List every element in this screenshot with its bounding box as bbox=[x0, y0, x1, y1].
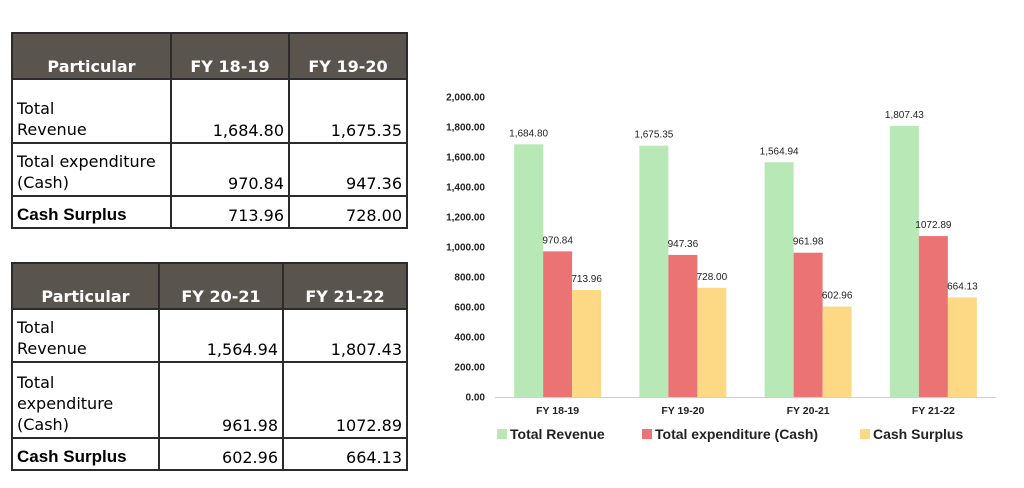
y-tick-label: 0.00 bbox=[466, 393, 486, 404]
data-label: 713.96 bbox=[571, 274, 602, 285]
legend-swatch bbox=[860, 429, 870, 439]
table-row: Cash Surplus 713.96 728.00 bbox=[11, 195, 408, 229]
data-label: 961.98 bbox=[793, 237, 824, 248]
row-label: Cash Surplus bbox=[11, 437, 160, 471]
x-tick-label: FY 20-21 bbox=[787, 405, 830, 417]
cell-value: 602.96 bbox=[158, 437, 284, 471]
cell-value: 664.13 bbox=[282, 437, 408, 471]
bar bbox=[697, 287, 727, 397]
header-particular: Particular bbox=[11, 262, 160, 310]
data-label: 1,564.94 bbox=[760, 146, 799, 157]
bar bbox=[668, 254, 698, 397]
bar bbox=[889, 125, 919, 397]
cell-value: 728.00 bbox=[288, 195, 408, 229]
row-label: Cash Surplus bbox=[11, 195, 172, 229]
legend-label: Total expenditure (Cash) bbox=[655, 426, 818, 442]
header-fy-19-20: FY 19-20 bbox=[288, 32, 408, 80]
row-label: Total Revenue bbox=[11, 78, 172, 144]
cell-value: 1,684.80 bbox=[170, 78, 290, 144]
data-label: 1072.89 bbox=[915, 220, 952, 231]
header-fy-21-22: FY 21-22 bbox=[282, 262, 408, 310]
cell-value: 1072.89 bbox=[282, 361, 408, 439]
y-tick-label: 1,600.00 bbox=[446, 153, 485, 164]
data-label: 1,807.43 bbox=[885, 110, 924, 121]
data-label: 602.96 bbox=[822, 291, 853, 302]
table-row: Total Revenue 1,684.80 1,675.35 bbox=[11, 78, 408, 144]
y-tick-label: 1,000.00 bbox=[446, 243, 485, 254]
row-label: Total expenditure (Cash) bbox=[11, 361, 160, 439]
data-label: 1,684.80 bbox=[509, 128, 548, 139]
table-row: Total Revenue 1,564.94 1,807.43 bbox=[11, 308, 408, 363]
cell-value: 1,564.94 bbox=[158, 308, 284, 363]
cell-value: 947.36 bbox=[288, 142, 408, 197]
cell-value: 970.84 bbox=[170, 142, 290, 197]
financial-table-1: Particular FY 18-19 FY 19-20 Total Reven… bbox=[11, 32, 408, 229]
legend-swatch bbox=[642, 429, 652, 439]
bar bbox=[822, 306, 852, 397]
x-tick-label: FY 18-19 bbox=[536, 405, 579, 417]
y-tick-label: 2,000.00 bbox=[446, 93, 485, 104]
table-row: Total expenditure (Cash) 970.84 947.36 bbox=[11, 142, 408, 197]
cell-value: 713.96 bbox=[170, 195, 290, 229]
bar bbox=[572, 289, 602, 397]
row-label: Total expenditure (Cash) bbox=[11, 142, 172, 197]
legend-label: Total Revenue bbox=[510, 426, 605, 442]
bar bbox=[514, 144, 544, 397]
y-tick-label: 400.00 bbox=[454, 333, 485, 344]
data-label: 970.84 bbox=[542, 235, 573, 246]
data-label: 728.00 bbox=[697, 272, 728, 283]
data-label: 1,675.35 bbox=[634, 130, 673, 141]
table-row: Cash Surplus 602.96 664.13 bbox=[11, 437, 408, 471]
legend-label: Cash Surplus bbox=[873, 426, 963, 442]
bar bbox=[918, 236, 948, 397]
header-fy-18-19: FY 18-19 bbox=[170, 32, 290, 80]
cell-value: 961.98 bbox=[158, 361, 284, 439]
y-tick-label: 800.00 bbox=[454, 273, 485, 284]
bar bbox=[947, 297, 977, 397]
financial-table-2: Particular FY 20-21 FY 21-22 Total Reven… bbox=[11, 262, 408, 471]
bar-chart: 0.00 200.00 400.00 600.00 800.00 1,000.00 1,20… bbox=[446, 93, 996, 442]
y-tick-label: 1,400.00 bbox=[446, 183, 485, 194]
bar bbox=[764, 162, 794, 397]
bar bbox=[543, 251, 573, 397]
bar bbox=[793, 252, 823, 397]
bar bbox=[639, 145, 669, 397]
data-label: 664.13 bbox=[947, 281, 978, 292]
cell-value: 1,807.43 bbox=[282, 308, 408, 363]
data-label: 947.36 bbox=[668, 239, 699, 250]
table-header-row: Particular FY 18-19 FY 19-20 bbox=[11, 32, 408, 80]
x-tick-label: FY 19-20 bbox=[661, 405, 704, 417]
y-tick-label: 600.00 bbox=[454, 303, 485, 314]
y-tick-label: 200.00 bbox=[454, 363, 485, 374]
row-label: Total Revenue bbox=[11, 308, 160, 363]
y-tick-label: 1,200.00 bbox=[446, 213, 485, 224]
cell-value: 1,675.35 bbox=[288, 78, 408, 144]
y-tick-label: 1,800.00 bbox=[446, 123, 485, 134]
table-row: Total expenditure (Cash) 961.98 1072.89 bbox=[11, 361, 408, 439]
header-particular: Particular bbox=[11, 32, 172, 80]
header-fy-20-21: FY 20-21 bbox=[158, 262, 284, 310]
legend-swatch bbox=[497, 429, 507, 439]
table-header-row: Particular FY 20-21 FY 21-22 bbox=[11, 262, 408, 310]
x-tick-label: FY 21-22 bbox=[912, 405, 955, 417]
